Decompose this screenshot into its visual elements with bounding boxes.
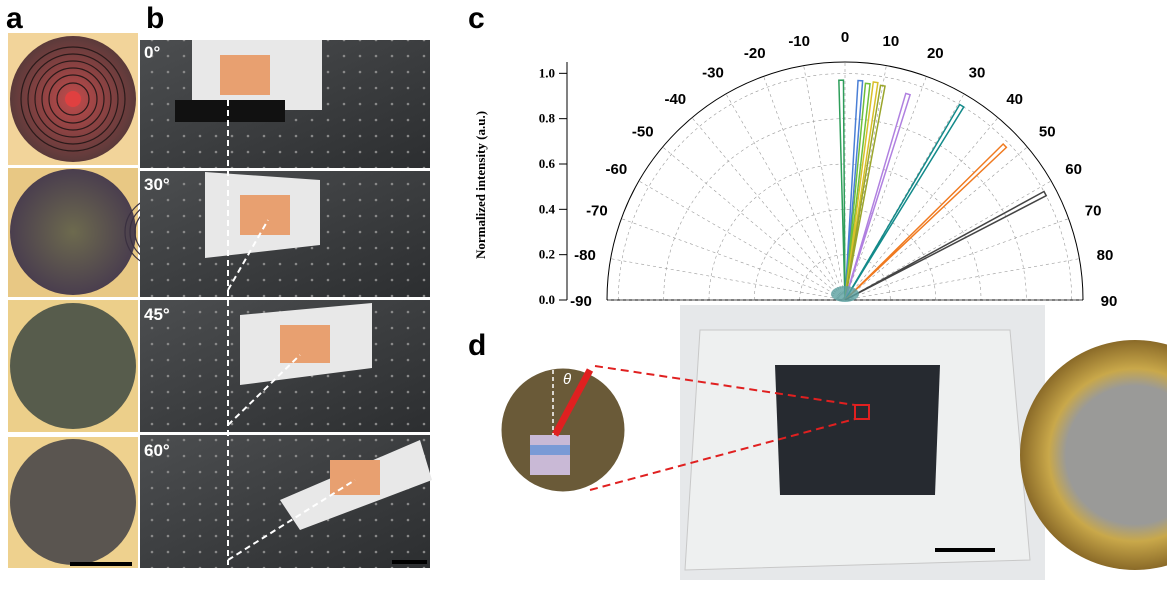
theta-tick-label: 20 <box>927 45 944 62</box>
theta-tick-label: 40 <box>1006 91 1023 108</box>
outer-arc <box>606 61 1084 301</box>
grid-spoke <box>844 76 927 301</box>
r-tick-label: 0.4 <box>539 201 556 216</box>
r-tick-label: 0.2 <box>539 247 555 262</box>
panel-b: 0° 30° 45° 60° <box>140 40 432 568</box>
beam-lobe <box>844 81 879 301</box>
grid-spoke <box>844 65 887 301</box>
theta-tick-label: 0 <box>841 29 849 46</box>
panel-d: θ <box>498 305 1167 580</box>
panel-label: c <box>468 2 485 35</box>
grid-spoke <box>621 218 846 301</box>
beam-lobe <box>844 84 886 301</box>
theta-tick-label: 50 <box>1039 123 1056 140</box>
grid-spoke <box>844 146 1028 301</box>
theta-tick-label: -90 <box>570 293 592 310</box>
theta-tick-label: 70 <box>1085 203 1102 220</box>
grid-spoke <box>803 65 846 301</box>
theta-tick-label: -30 <box>702 64 724 81</box>
grid-spoke <box>844 117 999 301</box>
panel-label: d <box>468 329 486 362</box>
theta-tick-label: 60 <box>1065 161 1082 178</box>
theta-tick-label: 30 <box>969 64 986 81</box>
angle-label: 45° <box>144 305 170 324</box>
angle-label: 0° <box>144 43 160 62</box>
grid-spoke <box>662 146 846 301</box>
panel-label: b <box>146 2 164 35</box>
r-tick-label: 0.0 <box>539 292 555 307</box>
angle-label: 60° <box>144 441 170 460</box>
beam-lobe <box>844 190 1048 301</box>
beam-lobe <box>844 79 864 301</box>
y-axis-label: Normalized intensity (a.u.) <box>473 111 488 259</box>
grid-spoke <box>610 258 846 301</box>
panel-label: a <box>6 2 23 35</box>
beam-lobe <box>844 92 912 301</box>
grid-spoke <box>844 218 1069 301</box>
grid-spoke <box>725 93 846 301</box>
beam-lobe <box>844 103 965 301</box>
grid-spoke <box>844 93 965 301</box>
theta-tick-label: -80 <box>574 247 596 264</box>
grid-spoke <box>844 180 1052 301</box>
r-tick-label: 1.0 <box>539 65 555 80</box>
grid-spoke <box>763 76 846 301</box>
theta-tick-label: -20 <box>744 45 766 62</box>
theta-tick-label: 80 <box>1097 247 1114 264</box>
beam-lobe <box>838 79 846 301</box>
grid-circle <box>754 209 936 301</box>
r-tick-label: 0.8 <box>539 111 556 126</box>
grid-spoke <box>638 180 846 301</box>
center-blob <box>831 286 859 302</box>
theta-tick-label: -10 <box>788 33 810 50</box>
r-tick-label: 0.6 <box>539 156 556 171</box>
beam-lobe <box>844 82 871 301</box>
theta-tick-label: -50 <box>632 123 654 140</box>
theta-tick-label: 10 <box>882 33 899 50</box>
beam-lobe <box>844 142 1008 301</box>
grid-circle <box>799 254 891 301</box>
grid-spoke <box>691 117 846 301</box>
theta-tick-label: -60 <box>606 161 628 178</box>
theta-tick-label: -70 <box>586 203 608 220</box>
angle-label: 30° <box>144 175 170 194</box>
theta-tick-label: 90 <box>1101 293 1118 310</box>
theta-tick-label: -40 <box>664 91 686 108</box>
theta-symbol: θ <box>563 371 571 388</box>
grid-spoke <box>844 258 1080 301</box>
